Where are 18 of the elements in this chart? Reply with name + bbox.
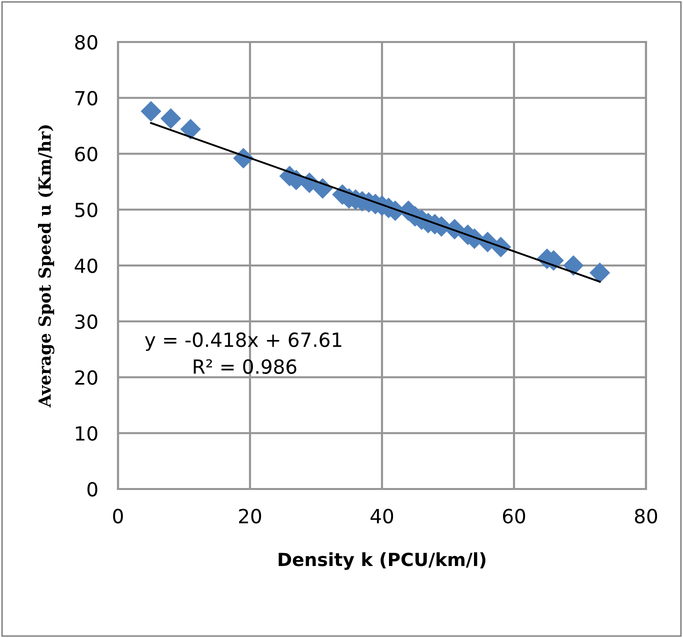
y-tick-label: 50: [75, 202, 98, 218]
y-tick-label: 20: [75, 370, 98, 385]
y-tick-label: 40: [74, 258, 98, 274]
annotation: R² = 0.986: [194, 359, 296, 374]
x-tick-label: 60: [502, 508, 526, 524]
y-tick-label: 30: [75, 314, 98, 330]
y-tick-label: 60: [75, 146, 98, 162]
y-tick-label: 0: [87, 482, 98, 497]
y-axis-title: Average Spot Speed u (Km/hr): [38, 125, 54, 408]
x-tick-label: 40: [370, 508, 394, 524]
x-axis-title: Density k (PCU/km/l): [278, 552, 486, 570]
y-tick-label: 80: [75, 34, 98, 50]
x-tick-label: 0: [113, 508, 123, 524]
x-tick-label: 80: [634, 508, 658, 524]
y-tick-label: 10: [76, 426, 98, 441]
annotation: y = -0.418x + 67.61: [144, 332, 342, 351]
x-tick-label: 20: [239, 508, 262, 524]
y-tick-label: 70: [75, 90, 98, 106]
